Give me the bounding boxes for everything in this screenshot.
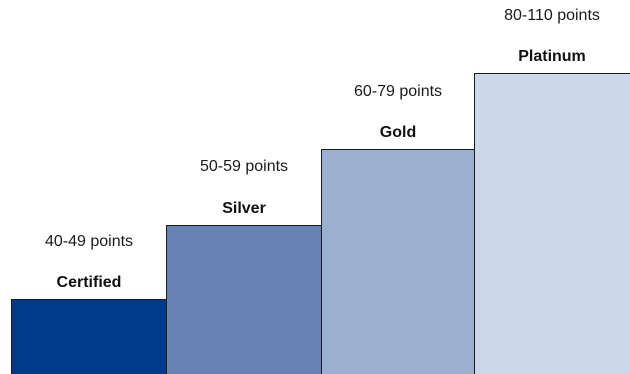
tier-gold-range: 60-79 points (353, 83, 443, 100)
tier-silver-name: Silver (222, 200, 266, 217)
tier-gold-step (321, 149, 475, 374)
tier-platinum-range: 80-110 points (504, 7, 600, 24)
tier-platinum-name: Platinum (518, 48, 586, 65)
tier-certified-step (11, 299, 167, 374)
tier-certified-range: 40-49 points (44, 233, 134, 250)
tier-certified-name: Certified (56, 274, 122, 291)
tier-platinum-step (474, 73, 630, 374)
tier-silver-step (166, 225, 322, 374)
tier-gold-name: Gold (379, 124, 417, 141)
tier-silver-range: 50-59 points (199, 158, 289, 175)
